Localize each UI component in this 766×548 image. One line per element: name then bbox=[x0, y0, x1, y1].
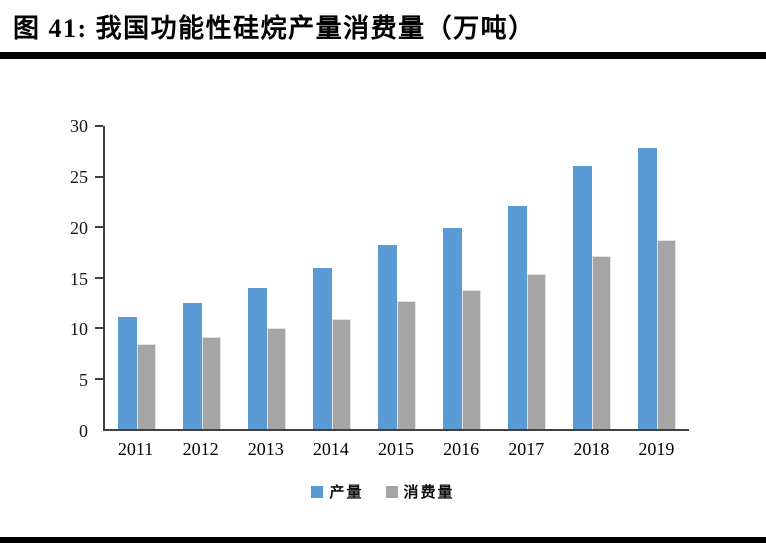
bars-area bbox=[105, 126, 689, 429]
bar-production-2012 bbox=[183, 302, 203, 429]
bar-production-2013 bbox=[248, 287, 268, 429]
legend-label-consumption: 消费量 bbox=[403, 485, 455, 501]
bar-group-2017 bbox=[494, 126, 559, 429]
bar-production-2017 bbox=[507, 205, 527, 429]
y-axis-labels: 0 5 10 15 20 25 30 bbox=[0, 117, 94, 440]
bar-production-2011 bbox=[118, 316, 138, 429]
y-tick-mark bbox=[95, 125, 103, 127]
y-tick-label: 15 bbox=[70, 268, 88, 289]
y-tick-mark bbox=[95, 327, 103, 329]
y-tick-label: 0 bbox=[79, 421, 88, 441]
bar-consumption-2015 bbox=[397, 300, 416, 429]
plot-area bbox=[95, 125, 689, 431]
x-tick-label: 2011 bbox=[117, 439, 154, 459]
x-tick-label: 2015 bbox=[377, 439, 414, 459]
bar-group-2015 bbox=[365, 126, 430, 429]
x-tick-label: 2012 bbox=[182, 439, 219, 459]
x-tick-label: 2013 bbox=[247, 439, 284, 459]
legend-swatch-production bbox=[311, 485, 324, 498]
figure-title: 图 41: 我国功能性硅烷产量消费量（万吨） bbox=[13, 14, 536, 43]
y-tick-label: 30 bbox=[70, 116, 88, 136]
x-tick-label: 2014 bbox=[312, 439, 349, 459]
bar-consumption-2017 bbox=[526, 274, 546, 429]
bar-consumption-2014 bbox=[332, 318, 352, 429]
bar-production-2014 bbox=[313, 268, 333, 429]
chart-legend: 产量 消费量 bbox=[0, 481, 766, 502]
x-tick-label: 2018 bbox=[573, 439, 610, 459]
y-tick-label: 5 bbox=[79, 370, 88, 391]
bar-production-2016 bbox=[442, 228, 462, 429]
bar-consumption-2018 bbox=[591, 256, 611, 429]
x-tick-label: 2019 bbox=[638, 439, 675, 459]
y-tick-mark bbox=[95, 377, 103, 380]
x-tick-label: 2017 bbox=[508, 439, 545, 459]
bar-group-2012 bbox=[170, 126, 235, 429]
legend-item-consumption: 消费量 bbox=[385, 481, 455, 502]
bar-group-2014 bbox=[300, 126, 365, 429]
legend-label-production: 产量 bbox=[329, 485, 364, 501]
bar-consumption-2019 bbox=[656, 240, 676, 429]
bar-production-2018 bbox=[572, 166, 592, 429]
y-tick-label: 10 bbox=[70, 319, 88, 340]
bar-group-2013 bbox=[235, 126, 300, 429]
y-tick-label: 25 bbox=[70, 166, 88, 187]
bar-production-2019 bbox=[637, 148, 657, 429]
y-tick-label: 20 bbox=[70, 217, 88, 238]
bar-consumption-2016 bbox=[461, 289, 481, 429]
legend-item-production: 产量 bbox=[311, 481, 363, 502]
bar-group-2011 bbox=[105, 126, 170, 429]
bar-consumption-2011 bbox=[137, 344, 157, 429]
x-axis-labels: 2011 2012 2013 2014 2015 2016 2017 2018 2019 bbox=[103, 440, 689, 458]
bottom-divider bbox=[0, 537, 766, 543]
bar-group-2018 bbox=[559, 126, 624, 429]
y-tick-mark bbox=[95, 175, 103, 178]
y-tick-mark bbox=[95, 226, 103, 228]
title-divider bbox=[0, 52, 766, 59]
y-tick-mark bbox=[95, 276, 103, 279]
legend-swatch-consumption bbox=[385, 485, 398, 498]
bar-group-2019 bbox=[624, 126, 689, 429]
bar-consumption-2012 bbox=[202, 337, 222, 429]
x-tick-label: 2016 bbox=[443, 439, 480, 459]
bar-group-2016 bbox=[429, 126, 494, 429]
bar-consumption-2013 bbox=[267, 328, 287, 429]
bar-production-2015 bbox=[378, 245, 397, 429]
